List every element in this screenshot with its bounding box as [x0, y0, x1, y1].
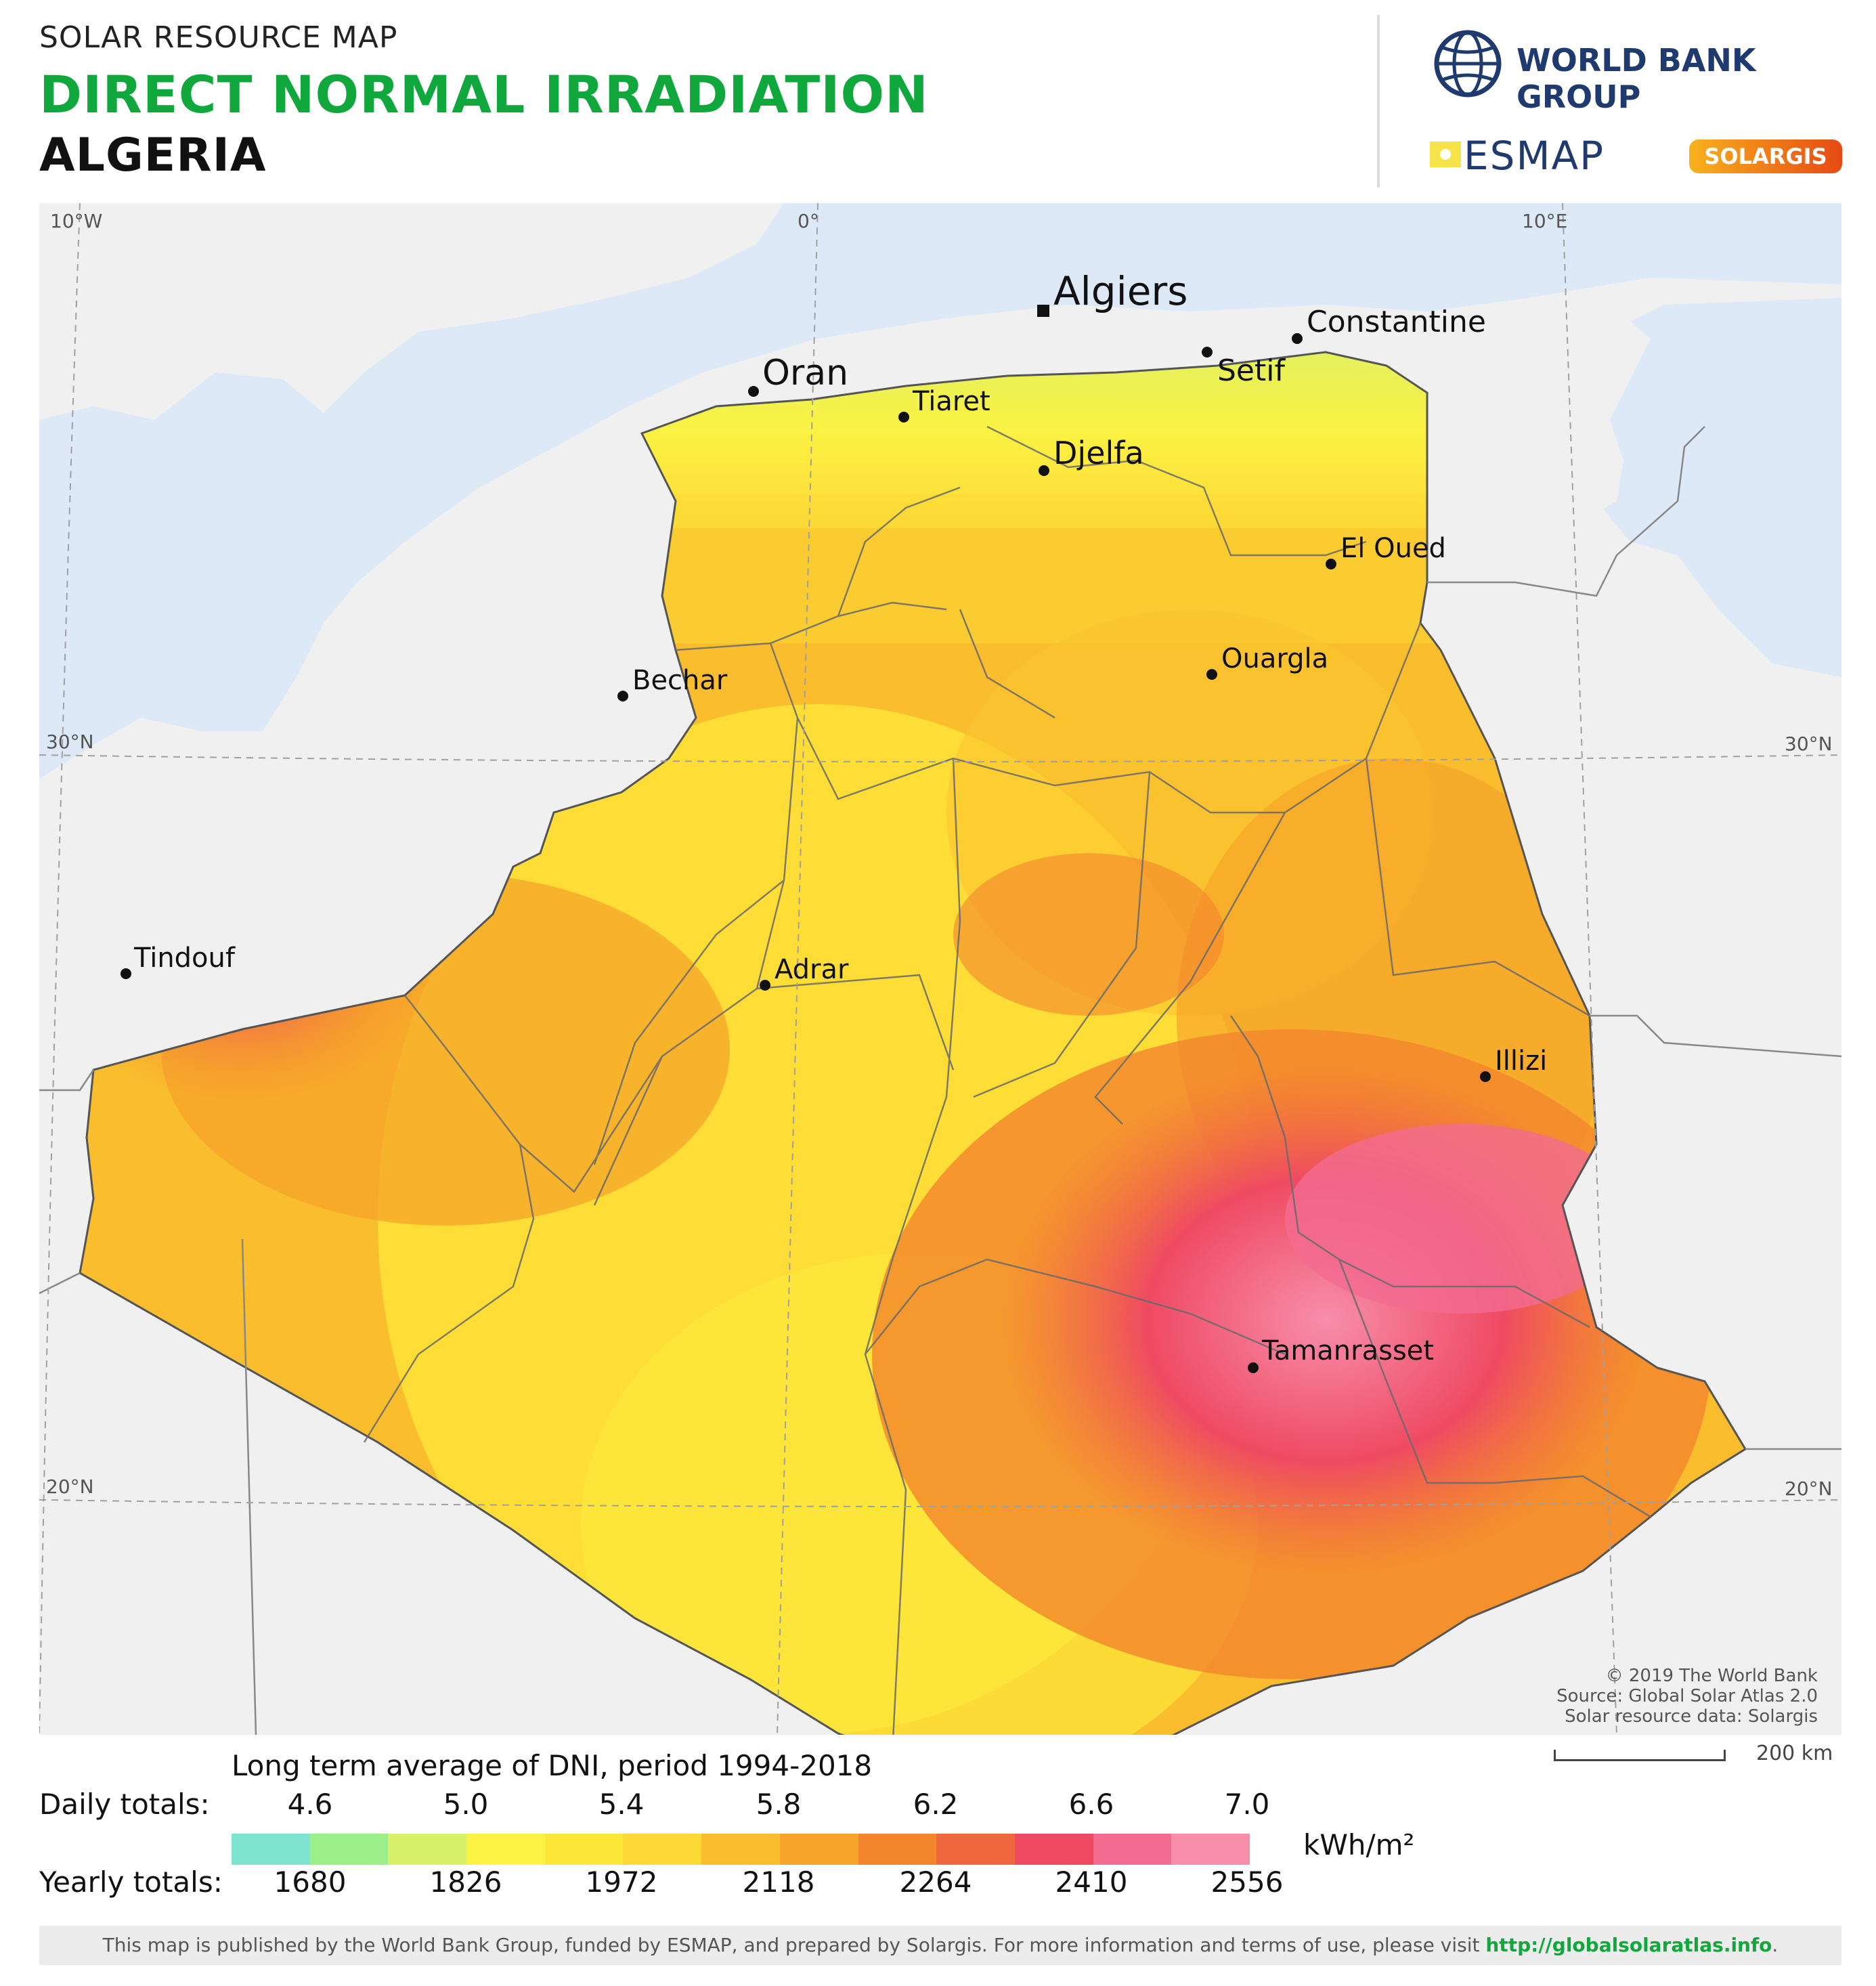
iberia-land [39, 203, 784, 420]
footer-end: . [1772, 1934, 1779, 1956]
daily-tick: 4.6 [287, 1788, 333, 1821]
grid-label-20n-left: 20°N [46, 1475, 94, 1498]
yearly-tick: 2556 [1210, 1865, 1284, 1899]
grid-label-30n-left: 30°N [46, 731, 94, 753]
mediterranean-sea [39, 203, 1841, 779]
legend-swatch [388, 1834, 467, 1865]
city-marker-oran [748, 386, 759, 397]
credit-line: Solar resource data: Solargis [1565, 1706, 1818, 1727]
yearly-tick: 2410 [1055, 1865, 1128, 1899]
city-marker-adrar [760, 980, 770, 991]
grid-label-30n-right: 30°N [1785, 733, 1833, 755]
footer-note: This map is published by the World Bank … [39, 1926, 1841, 1965]
capital-marker-algiers [1037, 305, 1049, 317]
tunisia-coast-land [1515, 305, 1651, 521]
city-marker-bechar [617, 691, 628, 701]
daily-tick: 6.2 [913, 1788, 959, 1821]
legend-swatch [779, 1834, 858, 1865]
scale-label: 200 km [1756, 1742, 1833, 1765]
city-marker-setif [1202, 347, 1213, 358]
legend-swatch [623, 1834, 702, 1865]
legend-swatch [701, 1834, 780, 1865]
city-markers: Algiers Constantine Setif Oran Tiaret Dj… [121, 268, 1547, 1373]
city-marker-tiaret [898, 412, 909, 423]
daily-tick: 7.0 [1224, 1788, 1270, 1821]
city-label-djelfa: Djelfa [1053, 435, 1144, 471]
credit-line: Source: Global Solar Atlas 2.0 [1556, 1686, 1818, 1706]
legend-color-bar [232, 1834, 1250, 1865]
city-marker-tamanrasset [1248, 1362, 1259, 1373]
legend-swatch [936, 1834, 1015, 1865]
city-label-oran: Oran [762, 353, 848, 393]
legend-swatch [309, 1834, 389, 1865]
city-label-ouargla: Ouargla [1221, 643, 1328, 674]
world-bank-logo-text: WORLD BANK GROUP [1517, 42, 1756, 115]
legend-swatch [1171, 1834, 1250, 1865]
globe-icon [1434, 30, 1502, 98]
daily-tick: 5.4 [598, 1788, 645, 1821]
yearly-tick: 2264 [899, 1865, 972, 1899]
city-label-illizi: Illizi [1495, 1045, 1547, 1077]
graticule [39, 203, 1841, 1735]
city-label-tindouf: Tindouf [133, 943, 236, 974]
legend-swatch [466, 1834, 545, 1865]
legend-swatch [1014, 1834, 1093, 1865]
scale-bar [1554, 1750, 1726, 1761]
daily-tick: 5.8 [756, 1788, 802, 1821]
city-marker-tindouf [121, 968, 131, 979]
yearly-tick: 1972 [585, 1865, 658, 1899]
country-name: ALGERIA [39, 129, 267, 182]
city-label-adrar: Adrar [775, 954, 849, 985]
header-divider [1377, 15, 1380, 188]
legend-unit: kWh/m² [1303, 1828, 1415, 1861]
city-label-el-oued: El Oued [1340, 533, 1446, 564]
daily-tick: 6.6 [1068, 1788, 1114, 1821]
legend-swatch [858, 1834, 937, 1865]
city-label-algiers: Algiers [1053, 268, 1187, 314]
city-marker-constantine [1292, 333, 1303, 344]
city-marker-djelfa [1039, 465, 1049, 476]
yearly-totals-label: Yearly totals: [39, 1865, 223, 1899]
province-borders [363, 425, 1651, 1735]
dni-map: 10°W 0° 10°E 30°N 30°N 20°N 20°N Algiers… [39, 203, 1841, 1735]
legend-swatch [232, 1834, 310, 1865]
credit-line: © 2019 The World Bank [1605, 1666, 1818, 1686]
yearly-tick: 1680 [274, 1865, 347, 1899]
country-borders [39, 426, 1841, 1735]
city-marker-illizi [1480, 1071, 1491, 1082]
map-subtitle: SOLAR RESOURCE MAP [39, 20, 398, 55]
legend-swatch [544, 1834, 624, 1865]
city-marker-el-oued [1326, 559, 1336, 569]
daily-totals-label: Daily totals: [39, 1788, 210, 1821]
grid-label-0: 0° [798, 210, 819, 232]
yearly-tick: 2118 [742, 1865, 815, 1899]
esmap-logo-text: ESMAP [1464, 133, 1605, 179]
city-marker-ouargla [1206, 669, 1217, 680]
map-credits: © 2019 The World Bank Source: Global Sol… [1556, 1666, 1818, 1727]
footer-text: This map is published by the World Bank … [102, 1934, 1486, 1956]
esmap-sun-icon [1430, 142, 1461, 167]
legend-swatch [1093, 1834, 1172, 1865]
city-label-setif: Setif [1217, 353, 1286, 388]
globalsolaratlas-link[interactable]: http://globalsolaratlas.info [1485, 1934, 1772, 1956]
map-title: DIRECT NORMAL IRRADIATION [39, 64, 929, 125]
grid-label-10e: 10°E [1522, 210, 1567, 232]
daily-tick: 5.0 [443, 1788, 489, 1821]
city-label-bechar: Bechar [632, 665, 728, 696]
city-label-tiaret: Tiaret [912, 386, 990, 417]
grid-label-20n-right: 20°N [1785, 1477, 1833, 1500]
yearly-tick: 1826 [429, 1865, 502, 1899]
solargis-logo: SOLARGIS [1689, 139, 1842, 173]
grid-label-10w: 10°W [50, 210, 102, 232]
city-label-constantine: Constantine [1307, 305, 1486, 339]
city-label-tamanrasset: Tamanrasset [1261, 1335, 1434, 1366]
legend-title: Long term average of DNI, period 1994-20… [232, 1749, 873, 1782]
